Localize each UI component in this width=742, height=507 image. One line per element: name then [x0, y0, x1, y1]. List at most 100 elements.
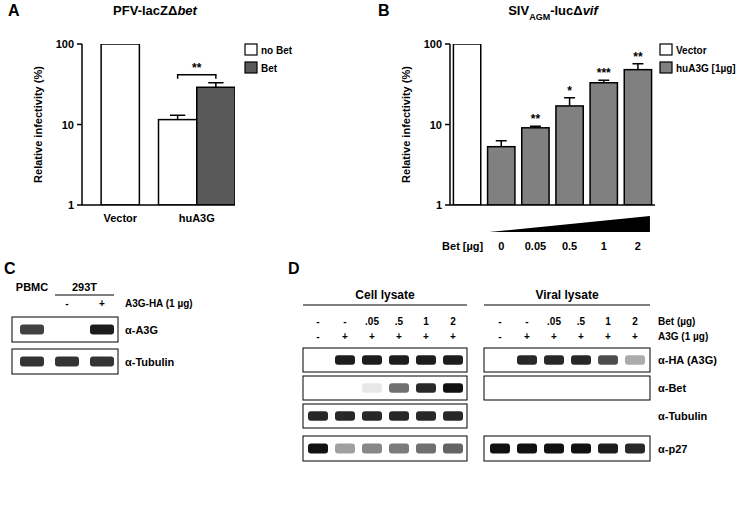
band	[362, 355, 382, 365]
bar	[197, 87, 235, 205]
condition-value: 1	[605, 316, 611, 327]
condition-value: +	[450, 331, 456, 342]
band	[490, 383, 510, 393]
condition-label: Bet (µg)	[658, 316, 695, 327]
band	[544, 444, 564, 454]
condition-label: A3G (1 µg)	[658, 331, 708, 342]
blot-box	[303, 436, 467, 461]
band	[598, 383, 618, 393]
band	[571, 383, 591, 393]
band	[335, 383, 355, 393]
band	[625, 444, 645, 454]
significance: *	[567, 84, 572, 98]
band	[416, 383, 436, 393]
x-tick-label: 0	[498, 240, 504, 252]
x-tick-label: 0.5	[562, 240, 577, 252]
significance: **	[633, 50, 643, 64]
y-tick-label: 1	[436, 199, 442, 211]
blot-box	[484, 436, 650, 461]
bars	[453, 44, 651, 205]
band	[389, 355, 409, 365]
condition-value: -	[525, 316, 528, 327]
x-axis	[450, 204, 655, 206]
band	[308, 411, 328, 421]
blot-box	[303, 348, 467, 372]
condition-label: A3G-HA (1 µg)	[125, 298, 193, 309]
band	[571, 444, 591, 454]
antibody-label: α-Bet	[658, 382, 686, 394]
error-bar	[170, 115, 185, 119]
legend-label: huA3G [1µg]	[676, 63, 736, 74]
y-axis	[81, 44, 83, 205]
y-tick-label: 10	[62, 119, 74, 131]
condition-value: 2	[632, 316, 638, 327]
y-tick-label: 10	[430, 119, 442, 131]
lane-group-line	[55, 294, 114, 295]
band	[362, 383, 382, 393]
chart-title: SIVAGM-lucΔvif	[508, 3, 599, 22]
x-tick-label: Vector	[103, 212, 137, 224]
title-part: -lucΔ	[550, 3, 582, 18]
significance-bracket	[178, 75, 216, 79]
condition-value: +	[423, 331, 429, 342]
band	[416, 355, 436, 365]
condition-value: +	[369, 331, 375, 342]
legend-swatch	[245, 62, 257, 73]
condition-value: .05	[365, 316, 379, 327]
band	[335, 411, 355, 421]
panel-letter: C	[4, 260, 16, 277]
title-part: bet	[177, 3, 197, 18]
band	[335, 355, 355, 365]
panel-letter: D	[288, 260, 300, 277]
condition-value: 2	[450, 316, 456, 327]
bar	[159, 120, 197, 205]
error-bar	[632, 64, 643, 70]
band	[517, 444, 537, 454]
condition-value: -	[316, 331, 319, 342]
x-tick-label: 2	[635, 240, 641, 252]
panel-letter: B	[378, 2, 390, 19]
band	[362, 444, 382, 454]
band	[389, 444, 409, 454]
legend-label: no Bet	[261, 45, 293, 56]
band	[625, 355, 645, 365]
band	[55, 325, 79, 335]
condition-value: +	[605, 331, 611, 342]
condition-value: .05	[547, 316, 561, 327]
y-axis-label: Relative infectivity (%)	[32, 66, 44, 183]
band	[443, 383, 463, 393]
band	[389, 383, 409, 393]
blot-box	[12, 317, 118, 342]
band	[544, 355, 564, 365]
blot-box	[12, 349, 118, 374]
group-underline	[484, 304, 650, 305]
condition-value: -	[316, 316, 319, 327]
antibody-label: α-p27	[658, 443, 687, 455]
antibody-label: α-A3G	[125, 324, 158, 336]
error-bar	[208, 83, 223, 88]
title-part: PFV-lacZΔ	[113, 3, 177, 18]
legend-label: Vector	[676, 45, 707, 56]
bar	[522, 128, 549, 205]
blot-panel: DCell lysate--.05.512-+++++Viral lysate-…	[288, 260, 717, 461]
bar	[556, 106, 583, 205]
band	[443, 355, 463, 365]
blot-box	[484, 348, 650, 372]
condition-value: +	[551, 331, 557, 342]
legend-label: Bet	[261, 63, 278, 74]
x-axis	[82, 204, 235, 206]
significance: ***	[597, 66, 611, 80]
blot-box	[303, 376, 467, 400]
band	[490, 444, 510, 454]
antibody-label: α-Tubulin	[125, 356, 175, 368]
bars	[101, 44, 235, 205]
band	[598, 444, 618, 454]
condition-value: -	[343, 316, 346, 327]
band	[308, 355, 328, 365]
condition-value: .5	[577, 316, 586, 327]
group-label: Viral lysate	[535, 288, 598, 302]
condition-value: +	[632, 331, 638, 342]
band	[335, 444, 355, 454]
y-tick-label: 100	[424, 38, 442, 50]
condition-value: 1	[423, 316, 429, 327]
